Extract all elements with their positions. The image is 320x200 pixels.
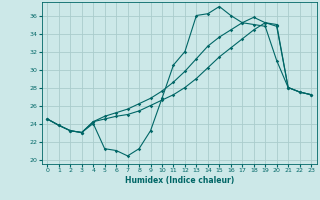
X-axis label: Humidex (Indice chaleur): Humidex (Indice chaleur) (124, 176, 234, 185)
